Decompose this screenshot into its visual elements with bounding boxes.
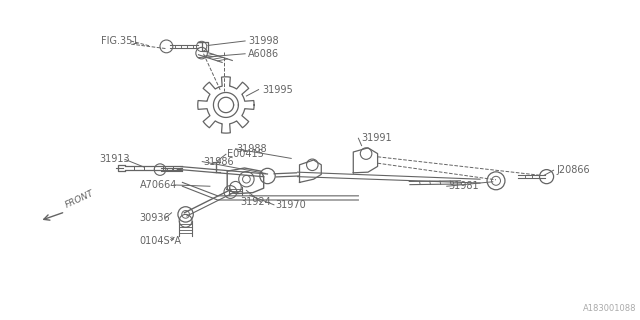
Text: 30936: 30936 xyxy=(140,213,170,223)
Text: 31981: 31981 xyxy=(448,181,479,191)
Text: A70664: A70664 xyxy=(140,180,177,190)
Text: E00415: E00415 xyxy=(227,149,264,159)
Text: 31913: 31913 xyxy=(99,154,130,164)
Text: 31970: 31970 xyxy=(275,200,306,210)
Text: 0104S*A: 0104S*A xyxy=(140,236,182,246)
Text: 31986: 31986 xyxy=(204,156,234,167)
Text: 31924: 31924 xyxy=(240,197,271,207)
Text: 31991: 31991 xyxy=(362,133,392,143)
Text: 31988: 31988 xyxy=(237,144,268,154)
Text: J20866: J20866 xyxy=(557,165,591,175)
Text: A6086: A6086 xyxy=(248,49,280,59)
Text: A183001088: A183001088 xyxy=(583,304,637,313)
Text: FRONT: FRONT xyxy=(64,188,95,210)
Text: 31998: 31998 xyxy=(248,36,279,46)
Text: 31995: 31995 xyxy=(262,84,293,95)
Text: FIG.351: FIG.351 xyxy=(101,36,139,46)
